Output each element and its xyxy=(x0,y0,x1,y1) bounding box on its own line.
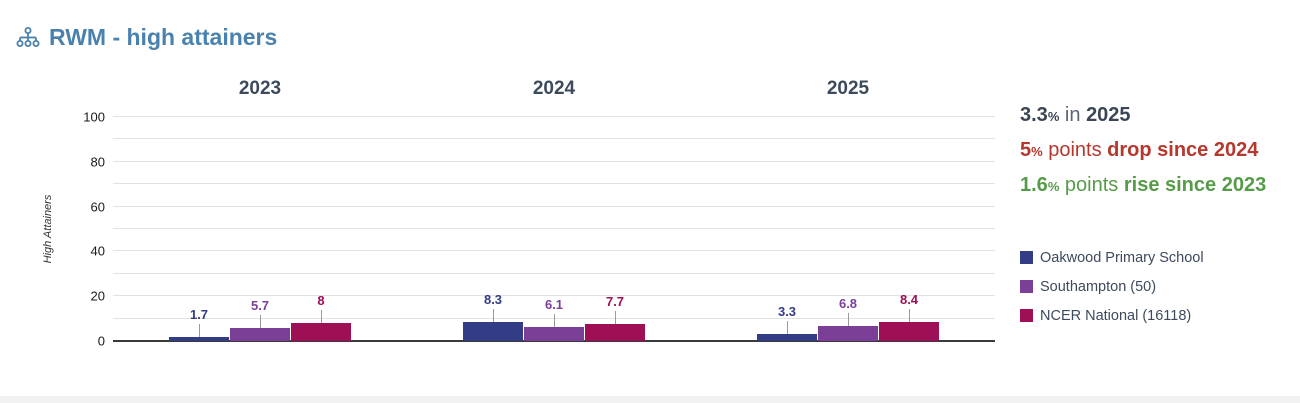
sitemap-icon xyxy=(16,26,40,50)
legend-label: Oakwood Primary School xyxy=(1040,249,1204,266)
bar-oakwood-primary-school-2025[interactable] xyxy=(757,333,817,341)
bar-label-connector xyxy=(260,315,261,329)
plot-area: 0 20 40 60 80 100 1.7 5.7 8 8.3 6.1 7.7 3.3 6.8 8.4 xyxy=(83,110,995,349)
gridline xyxy=(113,160,995,162)
group-header-2025: 2025 xyxy=(826,78,870,99)
page-title: RWM - high attainers xyxy=(49,24,278,50)
bar-oakwood-primary-school-2023[interactable] xyxy=(169,337,229,341)
y-tick-label: 60 xyxy=(90,199,105,215)
gridline xyxy=(113,295,995,297)
bar-ncer-national-16118-2023[interactable] xyxy=(291,323,351,341)
bar-value-label: 6.1 xyxy=(544,297,564,313)
x-axis-line xyxy=(113,340,995,342)
gridline xyxy=(113,116,995,117)
bar-label-connector xyxy=(321,310,322,324)
bar-ncer-national-16118-2025[interactable] xyxy=(879,322,939,341)
legend-item-southampton-50[interactable]: Southampton (50) xyxy=(1020,272,1204,301)
group-headers: 2023 2024 2025 xyxy=(113,78,995,102)
bar-value-label: 7.7 xyxy=(605,293,625,309)
bar-southampton-50-2025[interactable] xyxy=(818,325,878,341)
gridline xyxy=(113,250,995,252)
annotation-segment: 2025 xyxy=(1086,104,1131,126)
annotation-segment: points xyxy=(1059,174,1124,196)
bar-ncer-national-16118-2024[interactable] xyxy=(585,323,645,341)
bar-southampton-50-2024[interactable] xyxy=(524,327,584,341)
gridline xyxy=(113,183,995,185)
y-tick-label: 100 xyxy=(83,109,105,125)
annotation-segment: 3.3 xyxy=(1020,104,1048,126)
annotation-segment: % xyxy=(1031,144,1043,159)
bar-oakwood-primary-school-2024[interactable] xyxy=(463,322,523,341)
annotation-latest-value: 3.3% in 2025 xyxy=(1020,104,1266,128)
group-header-2023: 2023 xyxy=(238,78,282,99)
summary-annotations: 3.3% in 2025 5% points drop since 2024 1.6… xyxy=(1020,104,1266,209)
annotation-segment: % xyxy=(1047,109,1060,124)
bar-value-label: 8.3 xyxy=(483,292,503,308)
annotation-segment: in xyxy=(1059,104,1087,126)
gridline xyxy=(113,138,995,140)
gridline xyxy=(113,205,995,207)
bar-label-connector xyxy=(787,320,788,334)
legend-item-ncer-national-16118[interactable]: NCER National (16118) xyxy=(1020,301,1204,330)
bar-label-connector xyxy=(848,312,849,326)
legend-swatch xyxy=(1020,280,1033,293)
annotation-segment: % xyxy=(1047,179,1060,194)
annotation-segment: 5 xyxy=(1020,139,1032,161)
legend-label: Southampton (50) xyxy=(1040,278,1157,295)
legend-item-oakwood-primary-school[interactable]: Oakwood Primary School xyxy=(1020,243,1204,272)
group-header-2024: 2024 xyxy=(532,78,576,99)
bar-value-label: 5.7 xyxy=(250,298,270,314)
annotation-segment: points xyxy=(1042,139,1108,161)
bar-value-label: 8 xyxy=(317,293,325,309)
gridline xyxy=(113,228,995,229)
annotation-change-since-2024: 5% points drop since 2024 xyxy=(1020,139,1266,163)
legend-swatch xyxy=(1020,309,1033,322)
bar-southampton-50-2023[interactable] xyxy=(230,328,290,341)
y-axis-label: High Attainers xyxy=(42,194,54,264)
bar-value-label: 3.3 xyxy=(777,303,797,319)
legend: Oakwood Primary School Southampton (50) NC… xyxy=(1020,243,1204,330)
y-tick-label: 80 xyxy=(90,154,105,170)
gridline xyxy=(113,272,995,274)
y-tick-label: 40 xyxy=(90,243,105,259)
annotation-segment: drop since 2024 xyxy=(1107,139,1259,161)
legend-label: NCER National (16118) xyxy=(1040,307,1192,324)
bar-label-connector xyxy=(199,324,200,338)
annotation-segment: 1.6 xyxy=(1020,174,1048,196)
legend-swatch xyxy=(1020,251,1033,264)
bar-label-connector xyxy=(909,309,910,323)
bar-value-label: 8.4 xyxy=(899,292,919,308)
bar-value-label: 6.8 xyxy=(838,295,858,311)
footer-strip xyxy=(0,396,1300,403)
bar-label-connector xyxy=(493,309,494,323)
y-tick-label: 20 xyxy=(90,288,105,304)
annotation-change-since-2023: 1.6% points rise since 2023 xyxy=(1020,174,1266,198)
y-tick-label: 0 xyxy=(97,333,105,349)
bar-value-label: 1.7 xyxy=(189,307,209,323)
annotation-segment: rise since 2023 xyxy=(1123,174,1267,196)
chart-title: RWM - high attainers xyxy=(16,24,277,51)
bar-label-connector xyxy=(554,314,555,328)
bar-label-connector xyxy=(615,310,616,324)
